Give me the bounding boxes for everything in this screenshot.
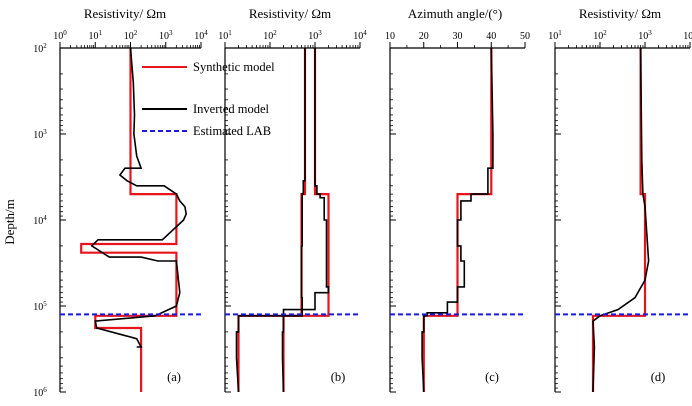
panel-b-series-3: [281, 48, 330, 393]
panel-b-label: (b): [331, 370, 346, 384]
panel-a-x-tick-label: 101: [89, 29, 103, 42]
legend-label-lab: Estimated LAB: [193, 124, 271, 138]
panel-d-x-axis-title: Resistivity/ Ωm: [579, 6, 661, 21]
data-layer: [80, 47, 650, 393]
panel-a-label: (a): [167, 370, 181, 384]
panel-b-x-tick-label: 104: [353, 29, 367, 42]
panel-a-series-0: [80, 48, 178, 392]
panel-c-x-tick-label: 20: [419, 31, 429, 42]
panel-c-x-tick-label: 40: [486, 31, 496, 42]
legend-label-synthetic: Synthetic model: [193, 60, 275, 74]
panel-d-label: (d): [651, 370, 666, 384]
panel-b-x-tick-label: 101: [218, 29, 232, 42]
panel-b-series-0: [237, 48, 307, 392]
panel-d-x-tick-label: 103: [638, 29, 652, 42]
panel-a-x-tick-label: 102: [124, 29, 138, 42]
panel-c-x-tick-label: 10: [385, 31, 395, 42]
y-tick-label: 103: [33, 128, 47, 141]
panel-a-x-axis-title: Resistivity/ Ωm: [84, 6, 166, 21]
panel-c-x-tick-label: 50: [520, 31, 530, 42]
panel-b-x-tick-label: 103: [308, 29, 322, 42]
panel-a-x-tick-label: 100: [53, 29, 67, 42]
axes-layer: 100 101 102 103 104 101 102 103 104 10 20 30 40 50 101…: [33, 29, 692, 399]
panel-a-x-tick-label: 104: [194, 29, 208, 42]
panel-c-label: (c): [485, 370, 499, 384]
panel-d-series-0: [591, 48, 647, 392]
y-tick-label: 105: [33, 300, 47, 313]
y-tick-label: 106: [33, 386, 47, 399]
panel-c-x-tick-label: 30: [453, 31, 463, 42]
panel-a-series-1: [90, 47, 188, 348]
y-tick-label: 104: [33, 214, 47, 227]
panel-b-x-axis-title: Resistivity/ Ωm: [249, 6, 331, 21]
panel-c-x-axis-title: Azimuth angle/(°): [408, 6, 502, 21]
y-tick-label: 102: [33, 42, 47, 55]
panel-b-x-tick-label: 102: [263, 29, 277, 42]
legend: Synthetic model Inverted model Estimated…: [142, 60, 275, 138]
panel-d-x-tick-label: 102: [593, 29, 607, 42]
panel-c-series-1: [421, 47, 494, 393]
panel-b-series-2: [235, 48, 306, 393]
legend-label-inverted: Inverted model: [193, 102, 270, 116]
panel-a-x-tick-label: 103: [159, 29, 173, 42]
panel-d-series-1: [592, 47, 650, 393]
panel-d-x-tick-label: 101: [548, 29, 562, 42]
y-axis-title: Depth/m: [2, 199, 17, 245]
panel-d-x-tick-label: 104: [683, 29, 692, 42]
